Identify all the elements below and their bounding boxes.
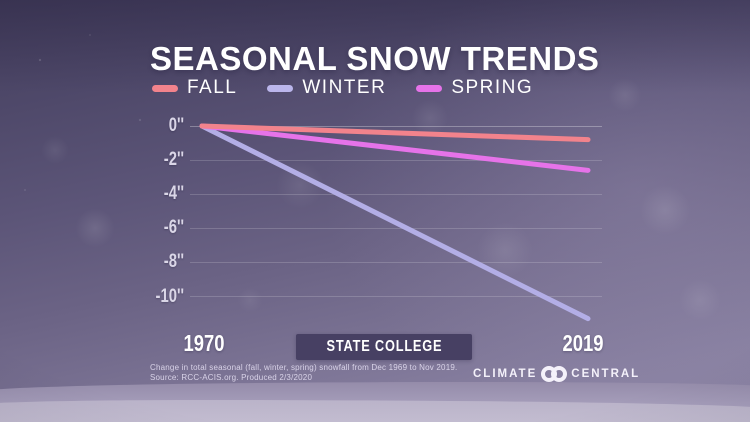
trend-line-fall xyxy=(199,123,591,143)
legend-item-spring: SPRING xyxy=(416,77,533,99)
gridline xyxy=(190,227,602,229)
source-line-1: Change in total seasonal (fall, winter, … xyxy=(150,363,458,372)
legend-item-fall: FALL xyxy=(152,77,237,99)
x-axis-label-end: 2019 xyxy=(562,330,604,356)
logo-word-central: CENTRAL xyxy=(571,368,641,380)
logo-word-climate: CLIMATE xyxy=(473,368,538,380)
gridline xyxy=(190,125,602,127)
gridline xyxy=(190,296,602,297)
fall-line-swatch-icon xyxy=(152,84,178,92)
y-tick-label: -2'' xyxy=(163,149,184,171)
climate-central-rings-icon xyxy=(541,366,568,382)
location-badge: STATE COLLEGE xyxy=(296,334,472,360)
legend-label: WINTER xyxy=(302,77,387,98)
y-tick-label: -6'' xyxy=(163,217,184,239)
source-attribution: Change in total seasonal (fall, winter, … xyxy=(150,363,457,382)
gridline xyxy=(190,193,602,195)
chart-legend: FALL WINTER SPRING xyxy=(152,77,533,99)
winter-line-swatch-icon xyxy=(267,84,294,92)
legend-label: SPRING xyxy=(451,77,534,98)
y-tick-label: -8'' xyxy=(163,251,184,273)
climate-central-logo: CLIMATE CENTRAL xyxy=(473,364,640,384)
x-axis-label-start: 1970 xyxy=(183,330,225,356)
gridline xyxy=(190,159,602,161)
trend-line-spring xyxy=(199,123,591,173)
logo-ring-right xyxy=(551,366,568,382)
location-badge-label: STATE COLLEGE xyxy=(326,338,442,355)
legend-item-winter: WINTER xyxy=(267,77,386,99)
page-title: SEASONAL SNOW TRENDS xyxy=(150,40,600,77)
snow-hill-front xyxy=(0,400,750,422)
y-tick-label: -4'' xyxy=(163,183,184,205)
y-tick-label: -10'' xyxy=(155,285,184,307)
legend-label: FALL xyxy=(187,77,238,98)
source-line-2: Source: RCC-ACIS.org. Produced 2/3/2020 xyxy=(150,372,313,382)
trend-line-winter xyxy=(199,123,591,322)
spring-line-swatch-icon xyxy=(416,84,443,92)
y-tick-label: 0'' xyxy=(168,115,184,136)
gridline xyxy=(190,261,602,263)
